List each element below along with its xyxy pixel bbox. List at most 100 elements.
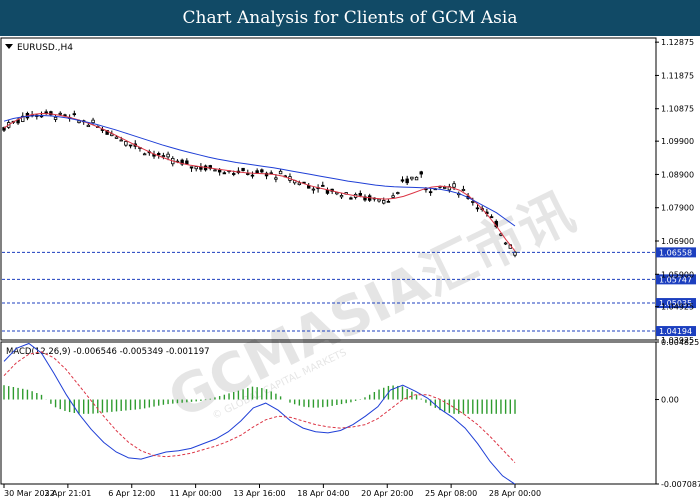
trading-chart[interactable]: GCMASIA汇市讯 © GLOBAL CAPITAL MARKETS EURU… <box>0 36 700 500</box>
candle-body <box>194 166 198 170</box>
candle-body <box>489 216 494 219</box>
price-tick-label: 1.06900 <box>661 237 694 246</box>
price-level-label: 1.05035 <box>659 299 692 308</box>
candle-body <box>21 115 25 122</box>
candle-body <box>405 178 409 184</box>
time-tick-label: 20 Apr 20:00 <box>361 489 413 498</box>
candlesticks <box>2 109 517 258</box>
time-tick-label: 25 Apr 08:00 <box>425 489 477 498</box>
macd-axis: 0.004825 0.00 -0.007087 <box>655 338 700 489</box>
candle-body <box>311 188 316 191</box>
candle-body <box>452 183 456 188</box>
candle-body <box>377 198 381 202</box>
candle-body <box>2 127 6 131</box>
candle-body <box>396 192 400 194</box>
candle-body <box>49 111 53 116</box>
candle-body <box>53 116 58 120</box>
price-tick-label: 1.03925 <box>661 336 694 345</box>
candle-body <box>442 187 447 189</box>
candle-body <box>400 179 405 182</box>
macd-tick-label: 0.00 <box>661 396 679 405</box>
macd-label: MACD(12,26,9) -0.006546 -0.005349 -0.001… <box>6 347 210 357</box>
candle-body <box>58 112 62 115</box>
candle-body <box>428 191 433 194</box>
price-level-label: 1.04194 <box>659 327 692 336</box>
candle-body <box>419 171 423 175</box>
candle-body <box>72 113 77 116</box>
price-axis: 1.12875 1.11875 1.10875 1.09900 1.08900 1.079… <box>655 38 694 345</box>
candle-body <box>269 172 273 175</box>
candle-body <box>189 166 194 169</box>
candle-body <box>278 170 283 175</box>
time-tick-label: 6 Apr 12:00 <box>108 489 155 498</box>
watermark: GCMASIA汇市讯 © GLOBAL CAPITAL MARKETS <box>159 180 584 431</box>
price-level-tag <box>656 326 696 337</box>
price-tick-label: 1.12875 <box>661 38 694 47</box>
candle-body <box>386 200 391 203</box>
candle-body <box>142 153 147 156</box>
time-tick-label: 11 Apr 00:00 <box>170 489 222 498</box>
macd-histogram <box>3 385 516 414</box>
candle-body <box>410 176 414 180</box>
candle-body <box>297 182 302 186</box>
candle-body <box>461 188 466 191</box>
candle-body <box>391 195 395 198</box>
candle-body <box>260 169 264 173</box>
symbol-text: EURUSD.,H4 <box>17 43 73 53</box>
candle-body <box>44 111 48 114</box>
candle-body <box>325 189 330 194</box>
moving-average-blue-line <box>3 114 516 227</box>
candle-body <box>222 172 227 175</box>
time-tick-label: 28 Apr 00:00 <box>489 489 541 498</box>
price-levels: 1.06558 1.05747 1.05035 1.04194 <box>2 247 696 337</box>
candle-body <box>63 114 67 117</box>
candle-body <box>110 133 114 137</box>
candle-body <box>128 144 133 147</box>
candle-body <box>382 200 386 204</box>
price-tick-label: 1.04925 <box>661 303 694 312</box>
price-tick-label: 1.10875 <box>661 105 694 114</box>
candle-body <box>475 207 480 210</box>
candle-body <box>358 193 362 196</box>
candle-body <box>119 139 123 142</box>
macd-tick-label: 0.004825 <box>661 338 699 347</box>
price-tick-label: 1.05900 <box>661 270 694 279</box>
candle-body <box>503 242 508 245</box>
candle-body <box>321 184 325 187</box>
macd-tick-label: -0.007087 <box>661 480 700 489</box>
candle-body <box>241 167 245 172</box>
price-level-tag <box>656 274 696 285</box>
price-tick-label: 1.07900 <box>661 204 694 213</box>
time-tick-label: 18 Apr 04:00 <box>297 489 349 498</box>
candle-body <box>414 176 419 181</box>
candle-body <box>86 124 91 128</box>
candle-body <box>250 174 255 177</box>
candle-body <box>161 155 166 158</box>
time-tick-label: 13 Apr 16:00 <box>233 489 285 498</box>
candle-body <box>180 159 184 165</box>
banner-title: Chart Analysis for Clients of GCM Asia <box>0 0 700 36</box>
candle-body <box>232 173 236 175</box>
price-level-tag <box>656 247 696 258</box>
price-tick-label: 1.08900 <box>661 170 694 179</box>
candle-body <box>255 170 259 174</box>
caret-down-icon <box>5 44 13 49</box>
candle-body <box>100 129 105 131</box>
candle-body <box>157 153 161 156</box>
price-tick-label: 1.09900 <box>661 137 694 146</box>
price-level-label: 1.06558 <box>659 248 692 257</box>
price-tick-label: 1.11875 <box>661 71 694 80</box>
watermark-text: GCMASIA汇市讯 <box>159 180 584 431</box>
candle-body <box>217 169 222 173</box>
candle-body <box>471 201 475 203</box>
price-panel-frame <box>0 37 657 341</box>
candle-body <box>213 169 217 172</box>
candle-body <box>124 141 128 146</box>
price-level-label: 1.05747 <box>659 275 692 284</box>
candle-body <box>339 195 344 198</box>
candle-body <box>91 119 95 124</box>
macd-panel-frame <box>0 341 657 485</box>
macd-signal-line <box>3 351 516 464</box>
candle-body <box>114 136 119 139</box>
candle-body <box>264 172 269 177</box>
